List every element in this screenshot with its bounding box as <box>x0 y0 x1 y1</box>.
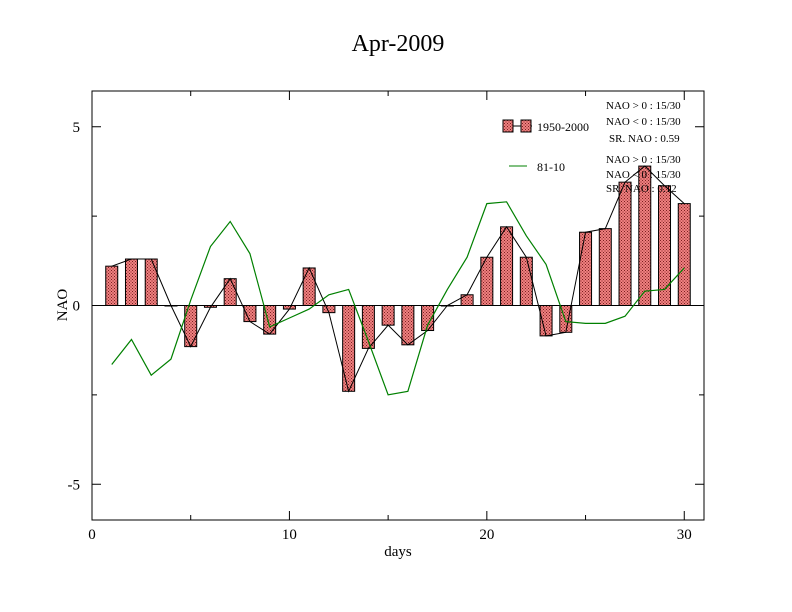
stat-nao-neg-1: NAO < 0 : 15/30 <box>606 116 681 128</box>
y-tick-label: 0 <box>73 299 81 315</box>
x-tick-label: 20 <box>479 527 494 543</box>
bar-day-22 <box>519 256 533 306</box>
bar-day-13 <box>342 305 356 392</box>
bar-day-16 <box>401 305 415 346</box>
legend-label-81-10: 81-10 <box>537 160 565 174</box>
bar-day-11 <box>302 267 316 306</box>
bar-day-30 <box>677 203 691 306</box>
x-axis-label: days <box>384 544 412 560</box>
bar-day-19 <box>460 294 474 306</box>
line-series <box>111 165 685 396</box>
bar-day-21 <box>500 226 514 307</box>
bar-day-2 <box>124 258 138 306</box>
bar-day-29 <box>658 185 672 306</box>
stat-nao-neg-2: NAO < 0 : 15/30 <box>606 169 681 181</box>
stat-sr-nao-1: SR. NAO : 0.59 <box>609 133 680 145</box>
x-tick-label: 0 <box>88 527 96 543</box>
bar-day-15 <box>381 305 395 326</box>
legend: 1950-2000 81-10 <box>502 119 589 174</box>
line-1950-2000 <box>111 165 685 393</box>
legend-label-1950-2000: 1950-2000 <box>537 120 589 134</box>
line-81-10 <box>111 201 685 396</box>
chart-title: Apr-2009 <box>352 31 445 57</box>
bar-day-27 <box>618 181 632 307</box>
stats-block-81-10: NAO > 0 : 15/30 NAO < 0 : 15/30 SR. NAO … <box>606 154 681 195</box>
bar-day-1 <box>105 265 119 306</box>
bar-series-1950-2000 <box>105 165 691 392</box>
y-axis-label: NAO <box>55 289 71 322</box>
x-tick-label: 10 <box>282 527 297 543</box>
y-tick-label: 5 <box>73 120 81 136</box>
legend-bar-swatch-1 <box>502 119 514 133</box>
bar-day-25 <box>579 231 593 306</box>
x-tick-label: 30 <box>677 527 692 543</box>
y-tick-label: -5 <box>68 477 81 493</box>
stats-block-1950-2000: NAO > 0 : 15/30 NAO < 0 : 15/30 SR. NAO … <box>606 100 681 145</box>
legend-bar-swatch-2 <box>520 119 532 133</box>
bar-day-26 <box>598 228 612 306</box>
bar-day-7 <box>223 278 237 306</box>
axis-ticks: 0 10 20 30 -5 0 5 <box>68 91 704 543</box>
bar-day-3 <box>144 258 158 306</box>
stat-nao-pos-1: NAO > 0 : 15/30 <box>606 100 681 112</box>
stat-sr-nao-2: SR. NAO : 0.12 <box>606 183 677 195</box>
stat-nao-pos-2: NAO > 0 : 15/30 <box>606 154 681 166</box>
